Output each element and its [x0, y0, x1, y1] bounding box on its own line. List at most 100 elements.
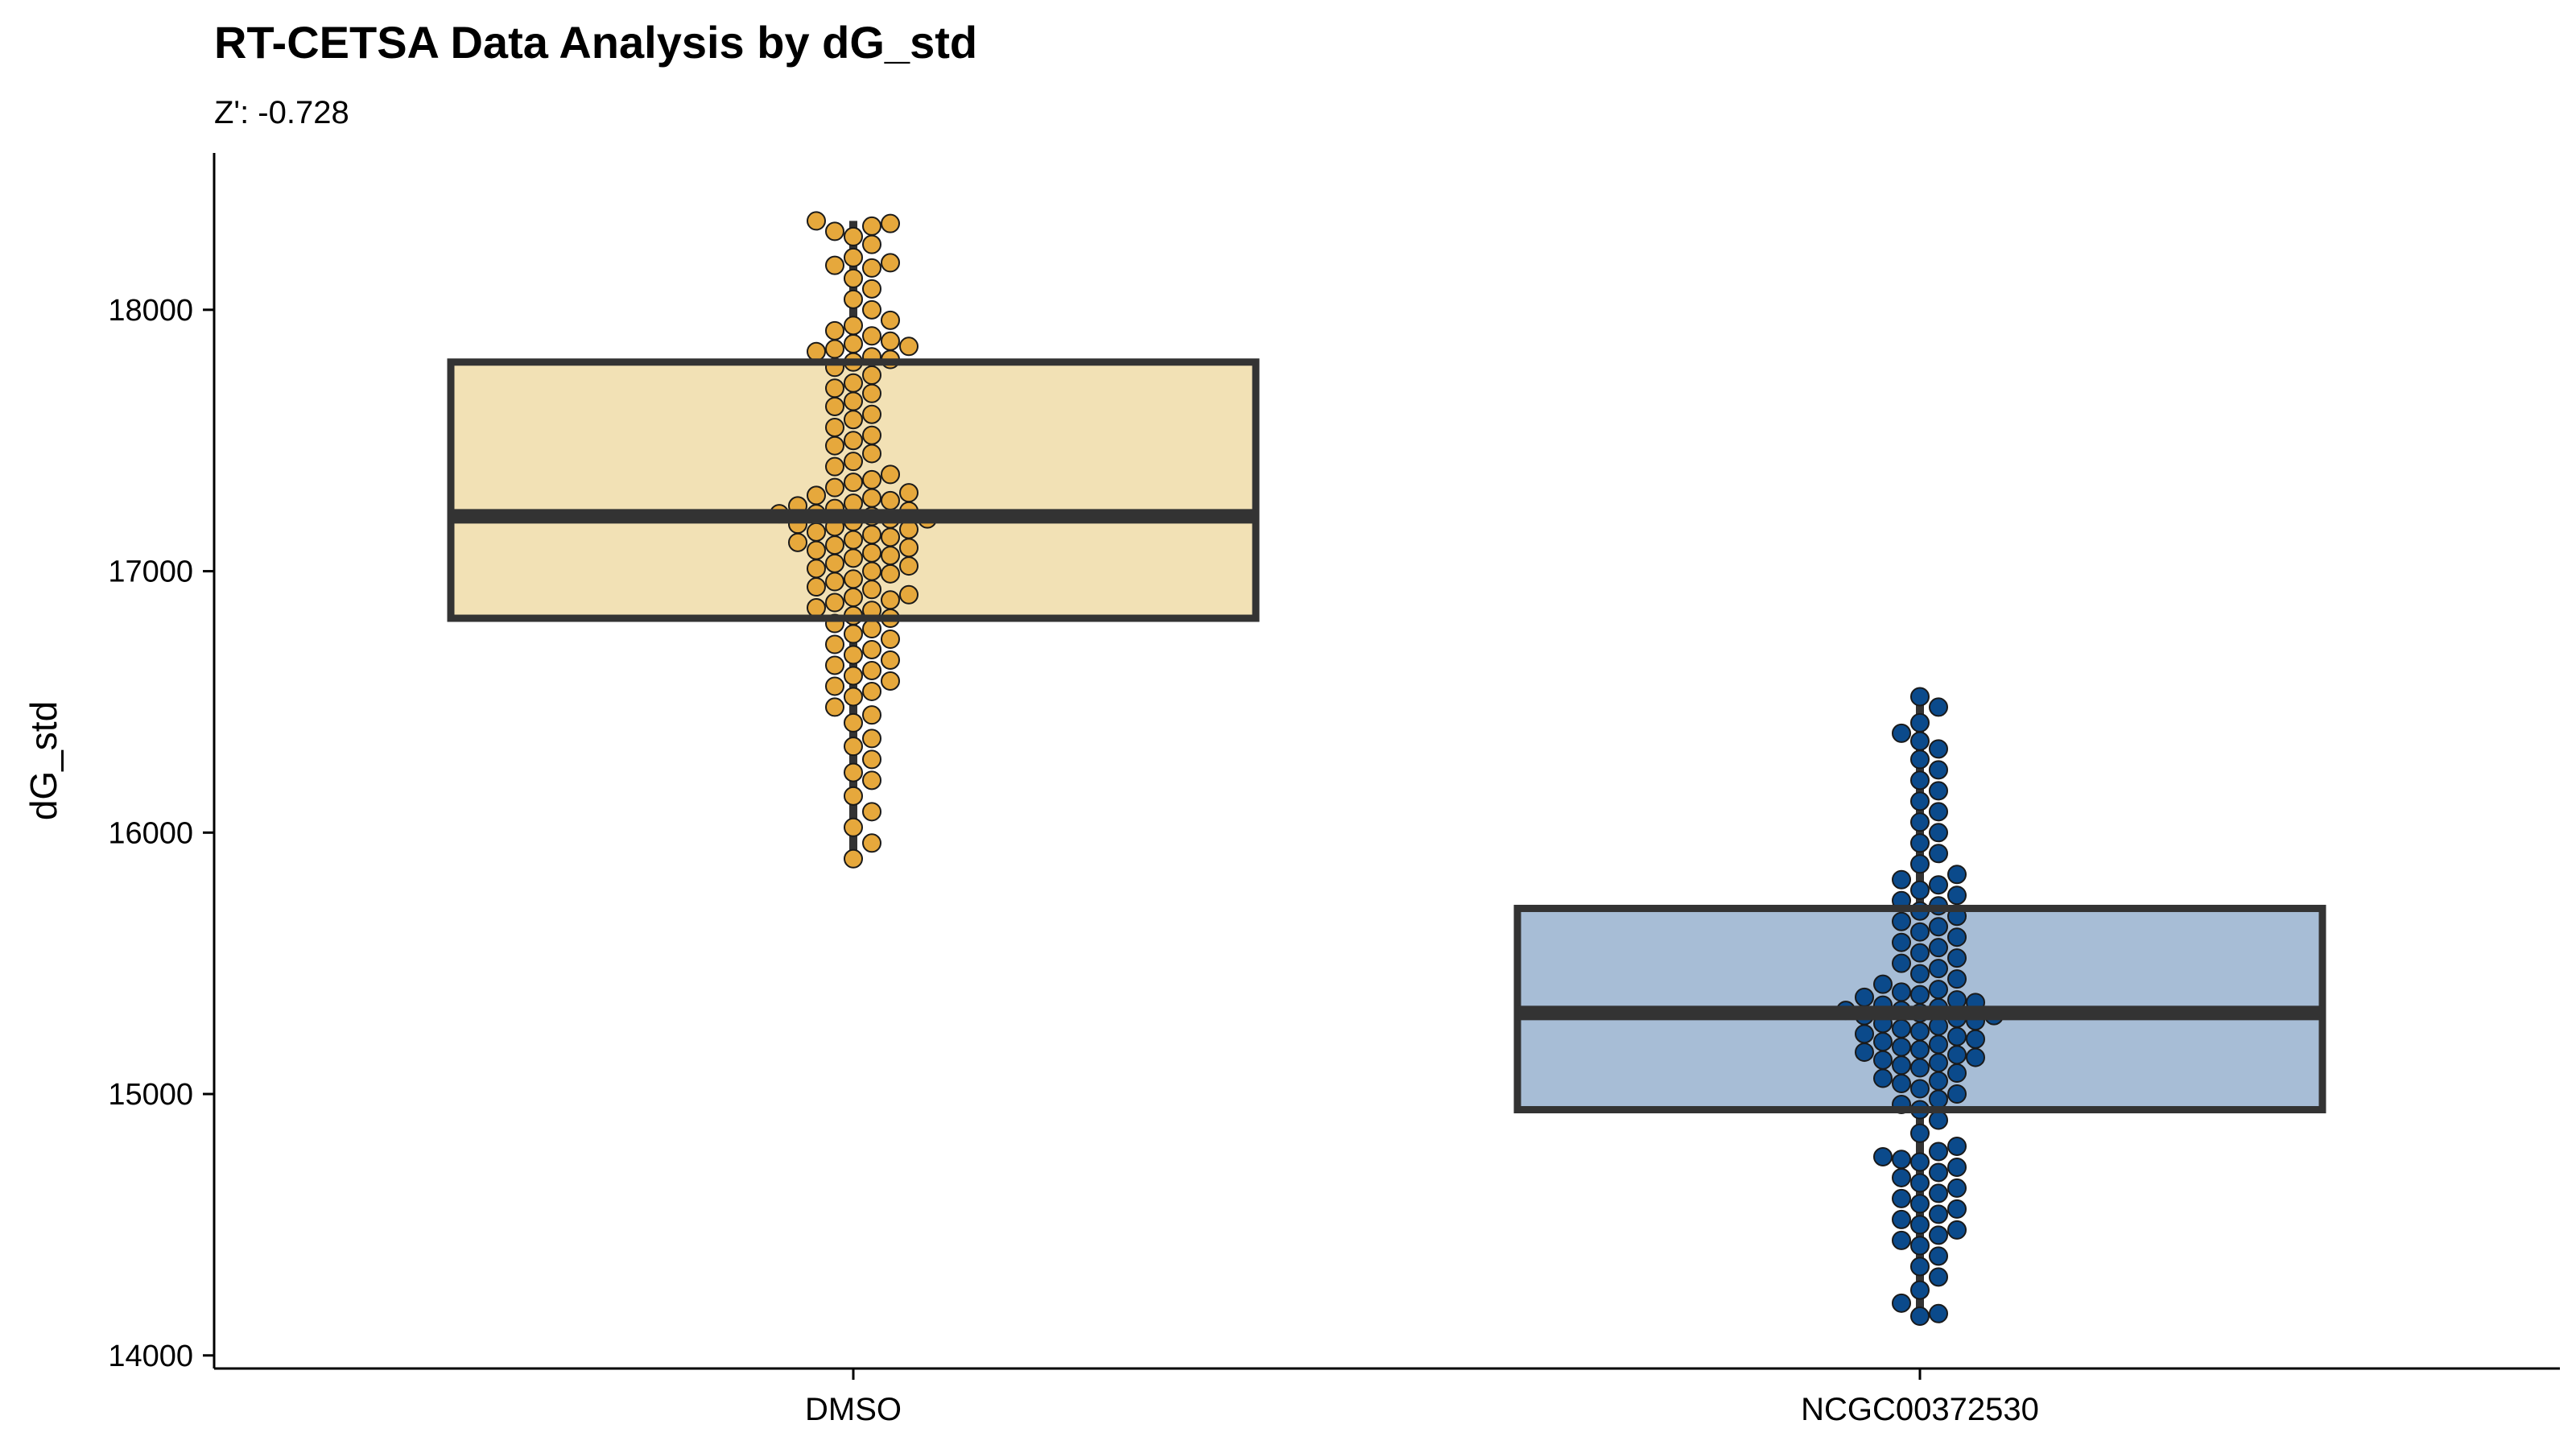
data-point — [825, 676, 844, 696]
data-point — [1947, 886, 1967, 906]
data-point — [862, 425, 881, 445]
data-point — [1929, 781, 1948, 801]
data-point — [881, 253, 900, 273]
data-point — [1892, 1167, 1911, 1187]
data-point — [1910, 854, 1930, 874]
data-point — [807, 211, 826, 231]
data-point — [844, 530, 863, 550]
data-point — [1929, 1246, 1948, 1266]
data-point — [1892, 723, 1911, 743]
data-point — [807, 577, 826, 597]
data-point — [862, 444, 881, 464]
data-point — [862, 216, 881, 236]
data-point — [1910, 1194, 1930, 1214]
data-point — [825, 417, 844, 437]
data-point — [1947, 1045, 1967, 1065]
data-point — [862, 365, 881, 386]
data-point — [1910, 791, 1930, 811]
data-point — [1910, 1058, 1930, 1078]
data-point — [1947, 1157, 1967, 1177]
data-point — [807, 485, 826, 506]
data-point — [1892, 1230, 1911, 1250]
data-point — [881, 630, 900, 649]
data-point — [1947, 1199, 1967, 1219]
data-point — [862, 234, 881, 254]
data-point — [1947, 969, 1967, 989]
data-point — [1873, 1032, 1893, 1052]
data-point — [1929, 1141, 1948, 1162]
data-point — [1892, 982, 1911, 1002]
data-point — [844, 624, 863, 644]
data-point — [844, 373, 863, 393]
data-point — [862, 729, 881, 749]
data-point — [825, 535, 844, 555]
data-point — [1929, 1267, 1948, 1287]
data-point — [1947, 948, 1967, 968]
data-point — [1910, 812, 1930, 832]
data-point — [788, 532, 807, 552]
data-point — [1910, 712, 1930, 733]
data-point — [844, 226, 863, 246]
data-point — [862, 619, 881, 639]
data-point — [1929, 1204, 1948, 1224]
data-point — [844, 786, 863, 806]
y-tick-label: 17000 — [108, 555, 193, 589]
data-point — [1929, 875, 1948, 895]
data-point — [881, 590, 900, 610]
data-point — [825, 477, 844, 497]
data-point — [1892, 932, 1911, 952]
data-point — [862, 705, 881, 725]
data-point — [1892, 953, 1911, 973]
data-point — [1947, 1084, 1967, 1104]
points-layer — [447, 211, 2326, 1327]
data-point — [1929, 823, 1948, 843]
data-point — [1910, 985, 1930, 1005]
data-point — [1929, 739, 1948, 759]
data-point — [1910, 687, 1930, 707]
data-point — [862, 639, 881, 659]
data-point — [844, 316, 863, 336]
data-point — [844, 848, 863, 869]
data-point — [1929, 1053, 1948, 1073]
data-point — [1910, 1173, 1930, 1193]
data-point — [1910, 1307, 1930, 1327]
data-point — [1947, 1178, 1967, 1198]
data-point — [844, 473, 863, 493]
data-point — [1910, 1257, 1930, 1277]
data-point — [1910, 1039, 1930, 1059]
data-point — [862, 326, 881, 346]
data-point — [844, 289, 863, 309]
data-point — [899, 483, 919, 503]
data-point — [1892, 1150, 1911, 1170]
data-point — [1892, 1188, 1911, 1208]
data-point — [862, 383, 881, 403]
data-point — [807, 341, 826, 361]
data-point — [844, 391, 863, 411]
data-point — [1929, 917, 1948, 937]
data-point — [881, 213, 900, 233]
data-point — [1873, 1050, 1893, 1070]
y-axis-title: dG_std — [23, 701, 64, 820]
data-point — [844, 431, 863, 451]
data-point — [825, 553, 844, 573]
data-point — [844, 737, 863, 757]
data-point — [1892, 1074, 1911, 1094]
data-point — [825, 655, 844, 675]
x-tick-label: DMSO — [805, 1392, 902, 1427]
data-point — [807, 559, 826, 579]
data-point — [1929, 697, 1948, 717]
data-point — [1910, 1236, 1930, 1256]
data-point — [899, 336, 919, 357]
y-tick-label: 15000 — [108, 1078, 193, 1112]
data-point — [1929, 1183, 1948, 1203]
data-point — [1892, 1018, 1911, 1038]
data-point — [1947, 1063, 1967, 1084]
box-outline-0 — [447, 358, 1260, 622]
data-point — [881, 546, 900, 566]
data-point — [1929, 959, 1948, 979]
data-point — [1910, 1280, 1930, 1300]
data-point — [1929, 980, 1948, 1000]
data-point — [825, 592, 844, 613]
data-point — [1910, 1079, 1930, 1099]
data-point — [1929, 1034, 1948, 1055]
